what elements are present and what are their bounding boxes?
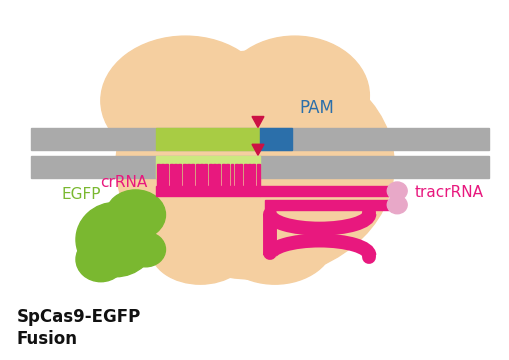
Bar <box>187 164 190 186</box>
Bar <box>155 129 260 150</box>
Bar <box>182 164 185 186</box>
Text: EGFP: EGFP <box>61 188 100 202</box>
Bar <box>165 164 168 186</box>
Bar <box>213 164 216 186</box>
Bar <box>208 164 211 186</box>
Polygon shape <box>251 144 264 155</box>
Bar <box>221 164 224 186</box>
Bar <box>169 164 172 186</box>
Bar <box>191 164 194 186</box>
Bar <box>200 164 203 186</box>
Ellipse shape <box>101 36 269 165</box>
Bar <box>195 164 199 186</box>
Bar <box>31 156 488 178</box>
Text: PAM: PAM <box>299 99 334 117</box>
Bar <box>265 200 388 210</box>
Bar <box>260 129 291 150</box>
Text: SpCas9-EGFP: SpCas9-EGFP <box>16 308 140 326</box>
Ellipse shape <box>215 195 334 284</box>
Ellipse shape <box>220 36 369 155</box>
Bar <box>217 164 220 186</box>
Text: tracrRNA: tracrRNA <box>413 185 482 201</box>
Polygon shape <box>251 117 264 127</box>
Ellipse shape <box>125 232 165 267</box>
Bar <box>156 164 159 186</box>
Ellipse shape <box>116 51 393 279</box>
Bar <box>31 129 488 150</box>
Bar <box>260 186 388 196</box>
Bar <box>243 164 246 186</box>
Bar <box>247 164 250 186</box>
Bar <box>155 156 260 178</box>
Ellipse shape <box>386 182 406 200</box>
Bar <box>230 164 233 186</box>
Ellipse shape <box>76 237 125 282</box>
Bar <box>235 164 237 186</box>
Bar <box>252 164 254 186</box>
Bar <box>204 164 207 186</box>
Ellipse shape <box>386 196 406 214</box>
Bar <box>225 164 229 186</box>
Bar <box>256 164 259 186</box>
Text: crRNA: crRNA <box>100 175 147 190</box>
Bar <box>174 164 177 186</box>
Ellipse shape <box>105 190 165 239</box>
Ellipse shape <box>150 215 249 284</box>
Bar <box>155 186 260 196</box>
Bar <box>239 164 242 186</box>
Ellipse shape <box>76 202 155 277</box>
Text: Fusion: Fusion <box>16 330 77 348</box>
Bar <box>178 164 181 186</box>
Bar <box>160 164 163 186</box>
